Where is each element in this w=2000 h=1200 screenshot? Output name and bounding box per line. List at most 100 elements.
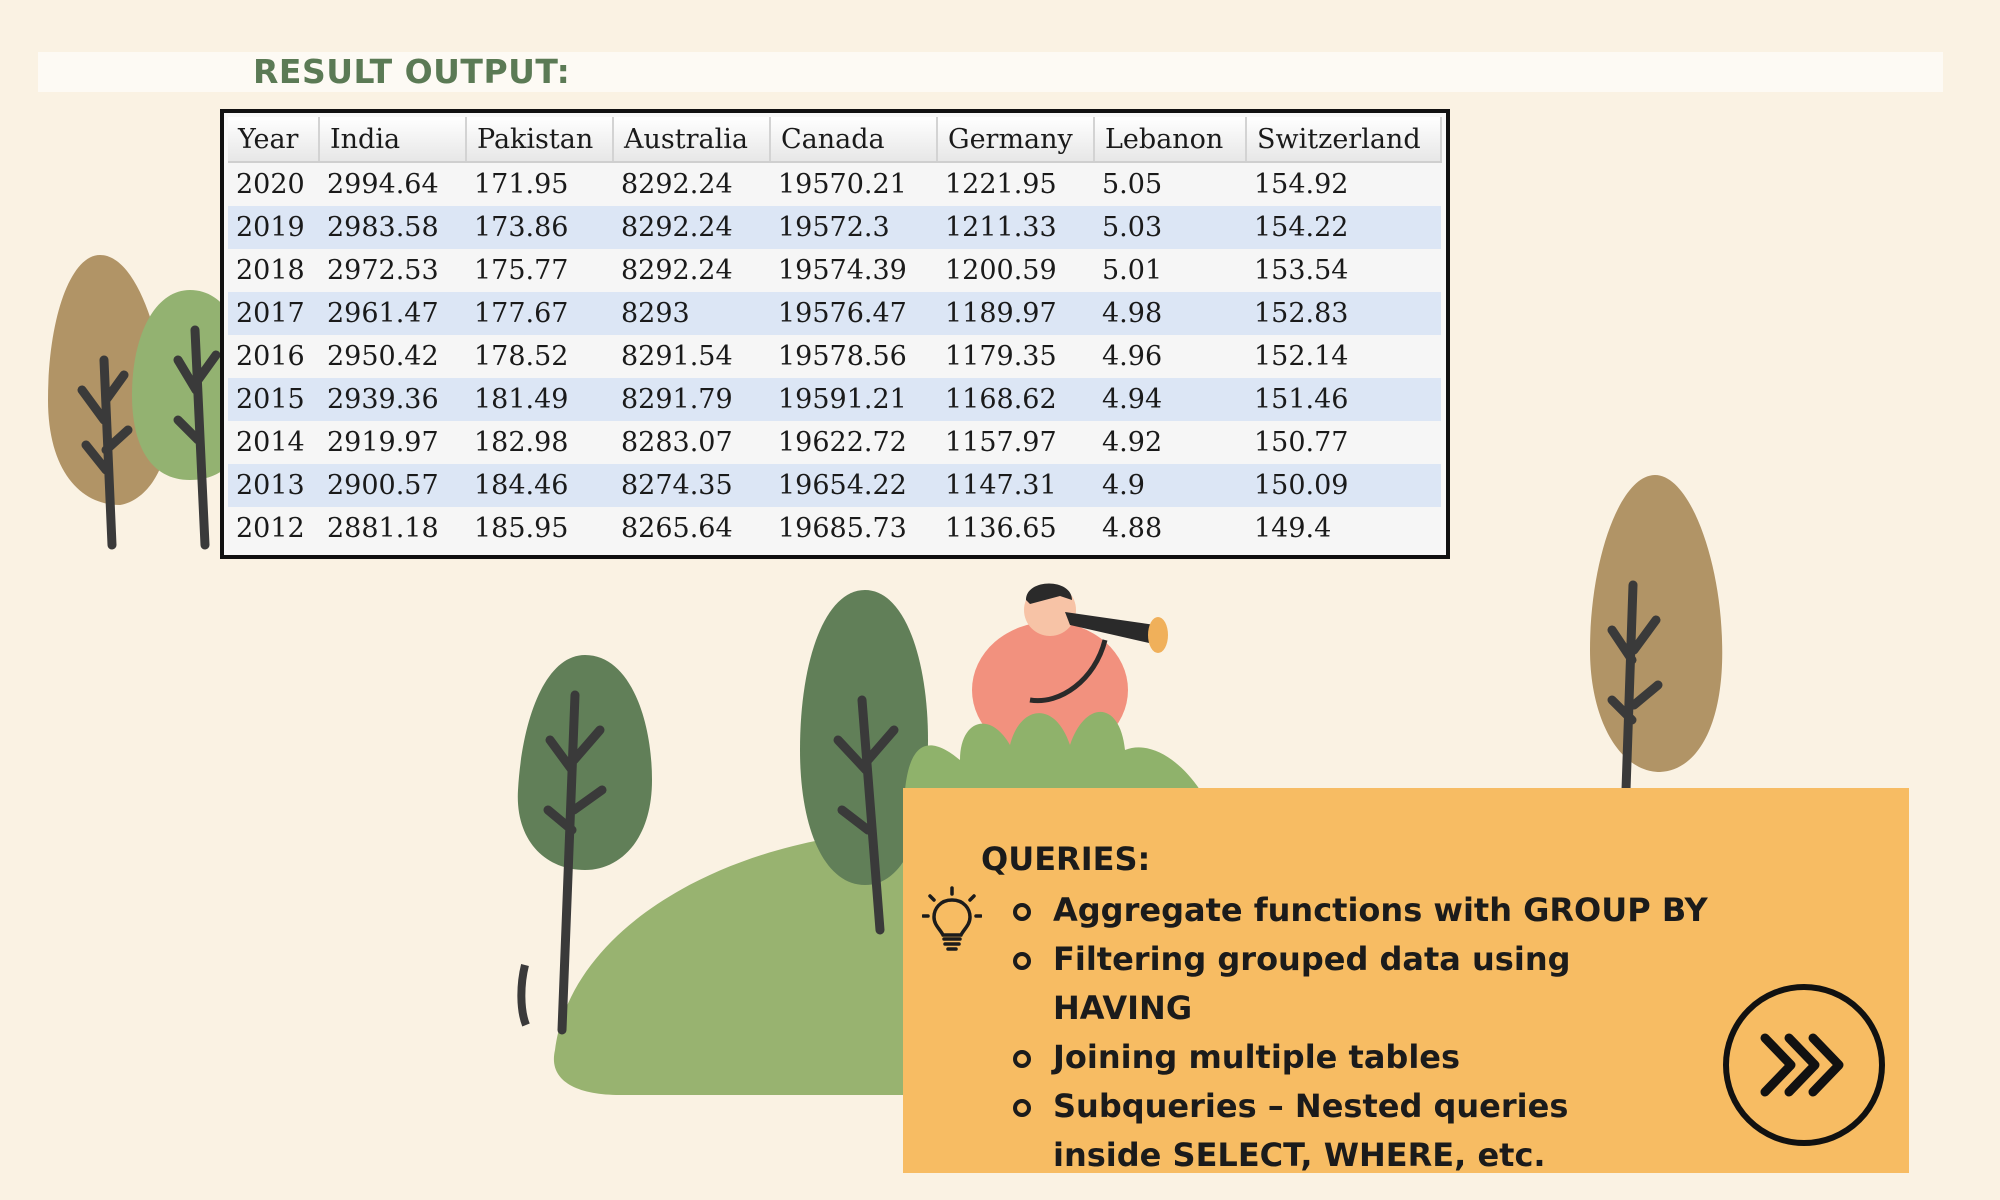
table-cell: 181.49 — [466, 378, 613, 421]
table-cell: 8292.24 — [613, 206, 770, 249]
circle-bullet-icon — [1013, 1050, 1031, 1068]
table-cell: 1179.35 — [937, 335, 1094, 378]
table-cell: 150.09 — [1246, 464, 1441, 507]
result-table-container: Year India Pakistan Australia Canada Ger… — [220, 109, 1450, 559]
table-cell: 8291.79 — [613, 378, 770, 421]
dark-tree-middle — [517, 655, 652, 1035]
table-cell: 8293 — [613, 292, 770, 335]
table-row: 2015 2939.36 181.49 8291.79 19591.21 116… — [228, 378, 1441, 421]
table-cell: 2939.36 — [319, 378, 466, 421]
column-header-australia: Australia — [613, 117, 771, 163]
table-cell: 152.83 — [1246, 292, 1441, 335]
table-cell: 5.05 — [1094, 162, 1246, 206]
table-cell: 1157.97 — [937, 421, 1094, 464]
table-cell: 4.9 — [1094, 464, 1246, 507]
table-cell: 8265.64 — [613, 507, 770, 550]
table-cell: 1136.65 — [937, 507, 1094, 550]
lightbulb-icon — [922, 886, 982, 951]
table-cell: 2900.57 — [319, 464, 466, 507]
table-cell: 8274.35 — [613, 464, 770, 507]
column-header-lebanon: Lebanon — [1094, 117, 1247, 163]
table-row: 2019 2983.58 173.86 8292.24 19572.3 1211… — [228, 206, 1441, 249]
table-cell: 2012 — [228, 507, 319, 550]
table-cell: 2018 — [228, 249, 319, 292]
table-cell: 2019 — [228, 206, 319, 249]
title-bar: RESULT OUTPUT: — [38, 52, 1943, 92]
table-cell: 2013 — [228, 464, 319, 507]
table-cell: 19574.39 — [770, 249, 937, 292]
query-text: Joining multiple tables — [1053, 1038, 1461, 1076]
circle-bullet-icon — [1013, 1099, 1031, 1117]
table-cell: 2972.53 — [319, 249, 466, 292]
column-header-germany: Germany — [937, 117, 1095, 163]
column-header-canada: Canada — [770, 117, 938, 163]
list-item: Subqueries – Nested queries inside SELEC… — [1013, 1082, 1613, 1180]
table-cell: 2881.18 — [319, 507, 466, 550]
table-cell: 154.92 — [1246, 162, 1441, 206]
table-cell: 1211.33 — [937, 206, 1094, 249]
table-cell: 19570.21 — [770, 162, 937, 206]
table-cell: 154.22 — [1246, 206, 1441, 249]
table-cell: 5.03 — [1094, 206, 1246, 249]
table-cell: 150.77 — [1246, 421, 1441, 464]
table-cell: 19591.21 — [770, 378, 937, 421]
list-item: Joining multiple tables — [1013, 1033, 1713, 1082]
table-cell: 8292.24 — [613, 249, 770, 292]
table-cell: 2014 — [228, 421, 319, 464]
result-table: Year India Pakistan Australia Canada Ger… — [228, 117, 1442, 550]
column-header-india: India — [319, 117, 467, 163]
circle-bullet-icon — [1013, 903, 1031, 921]
table-cell: 19572.3 — [770, 206, 937, 249]
table-cell: 173.86 — [466, 206, 613, 249]
table-cell: 4.88 — [1094, 507, 1246, 550]
table-cell: 19685.73 — [770, 507, 937, 550]
table-cell: 184.46 — [466, 464, 613, 507]
table-cell: 8291.54 — [613, 335, 770, 378]
table-cell: 182.98 — [466, 421, 613, 464]
bush — [905, 711, 1200, 790]
table-row: 2020 2994.64 171.95 8292.24 19570.21 122… — [228, 162, 1441, 206]
chevrons-right-icon — [1760, 1033, 1844, 1097]
table-cell: 171.95 — [466, 162, 613, 206]
table-cell: 151.46 — [1246, 378, 1441, 421]
table-cell: 1168.62 — [937, 378, 1094, 421]
table-row: 2018 2972.53 175.77 8292.24 19574.39 120… — [228, 249, 1441, 292]
table-cell: 152.14 — [1246, 335, 1441, 378]
column-header-year: Year — [228, 117, 320, 163]
table-cell: 178.52 — [466, 335, 613, 378]
next-button[interactable] — [1723, 984, 1885, 1146]
table-cell: 2983.58 — [319, 206, 466, 249]
table-cell: 5.01 — [1094, 249, 1246, 292]
table-cell: 8283.07 — [613, 421, 770, 464]
table-cell: 19576.47 — [770, 292, 937, 335]
page-title: RESULT OUTPUT: — [253, 52, 571, 91]
table-row: 2012 2881.18 185.95 8265.64 19685.73 113… — [228, 507, 1441, 550]
dark-tree-center — [800, 590, 928, 935]
table-cell: 175.77 — [466, 249, 613, 292]
table-row: 2014 2919.97 182.98 8283.07 19622.72 115… — [228, 421, 1441, 464]
table-cell: 4.98 — [1094, 292, 1246, 335]
queries-title: QUERIES: — [981, 840, 1151, 878]
table-cell: 2961.47 — [319, 292, 466, 335]
table-cell: 1200.59 — [937, 249, 1094, 292]
queries-panel: QUERIES: Aggregate functions with GROUP … — [903, 788, 1909, 1174]
table-cell: 2020 — [228, 162, 319, 206]
circle-bullet-icon — [1013, 952, 1031, 970]
table-cell: 8292.24 — [613, 162, 770, 206]
table-cell: 2994.64 — [319, 162, 466, 206]
table-row: 2016 2950.42 178.52 8291.54 19578.56 117… — [228, 335, 1441, 378]
person-illustration — [972, 583, 1168, 758]
table-cell: 1189.97 — [937, 292, 1094, 335]
list-item: Filtering grouped data using HAVING — [1013, 935, 1713, 1033]
table-cell: 1221.95 — [937, 162, 1094, 206]
table-cell: 2015 — [228, 378, 319, 421]
brown-tree-left — [48, 255, 170, 550]
table-cell: 4.92 — [1094, 421, 1246, 464]
table-cell: 185.95 — [466, 507, 613, 550]
table-cell: 4.96 — [1094, 335, 1246, 378]
table-cell: 4.94 — [1094, 378, 1246, 421]
table-cell: 177.67 — [466, 292, 613, 335]
table-cell: 2016 — [228, 335, 319, 378]
table-header-row: Year India Pakistan Australia Canada Ger… — [228, 117, 1442, 163]
